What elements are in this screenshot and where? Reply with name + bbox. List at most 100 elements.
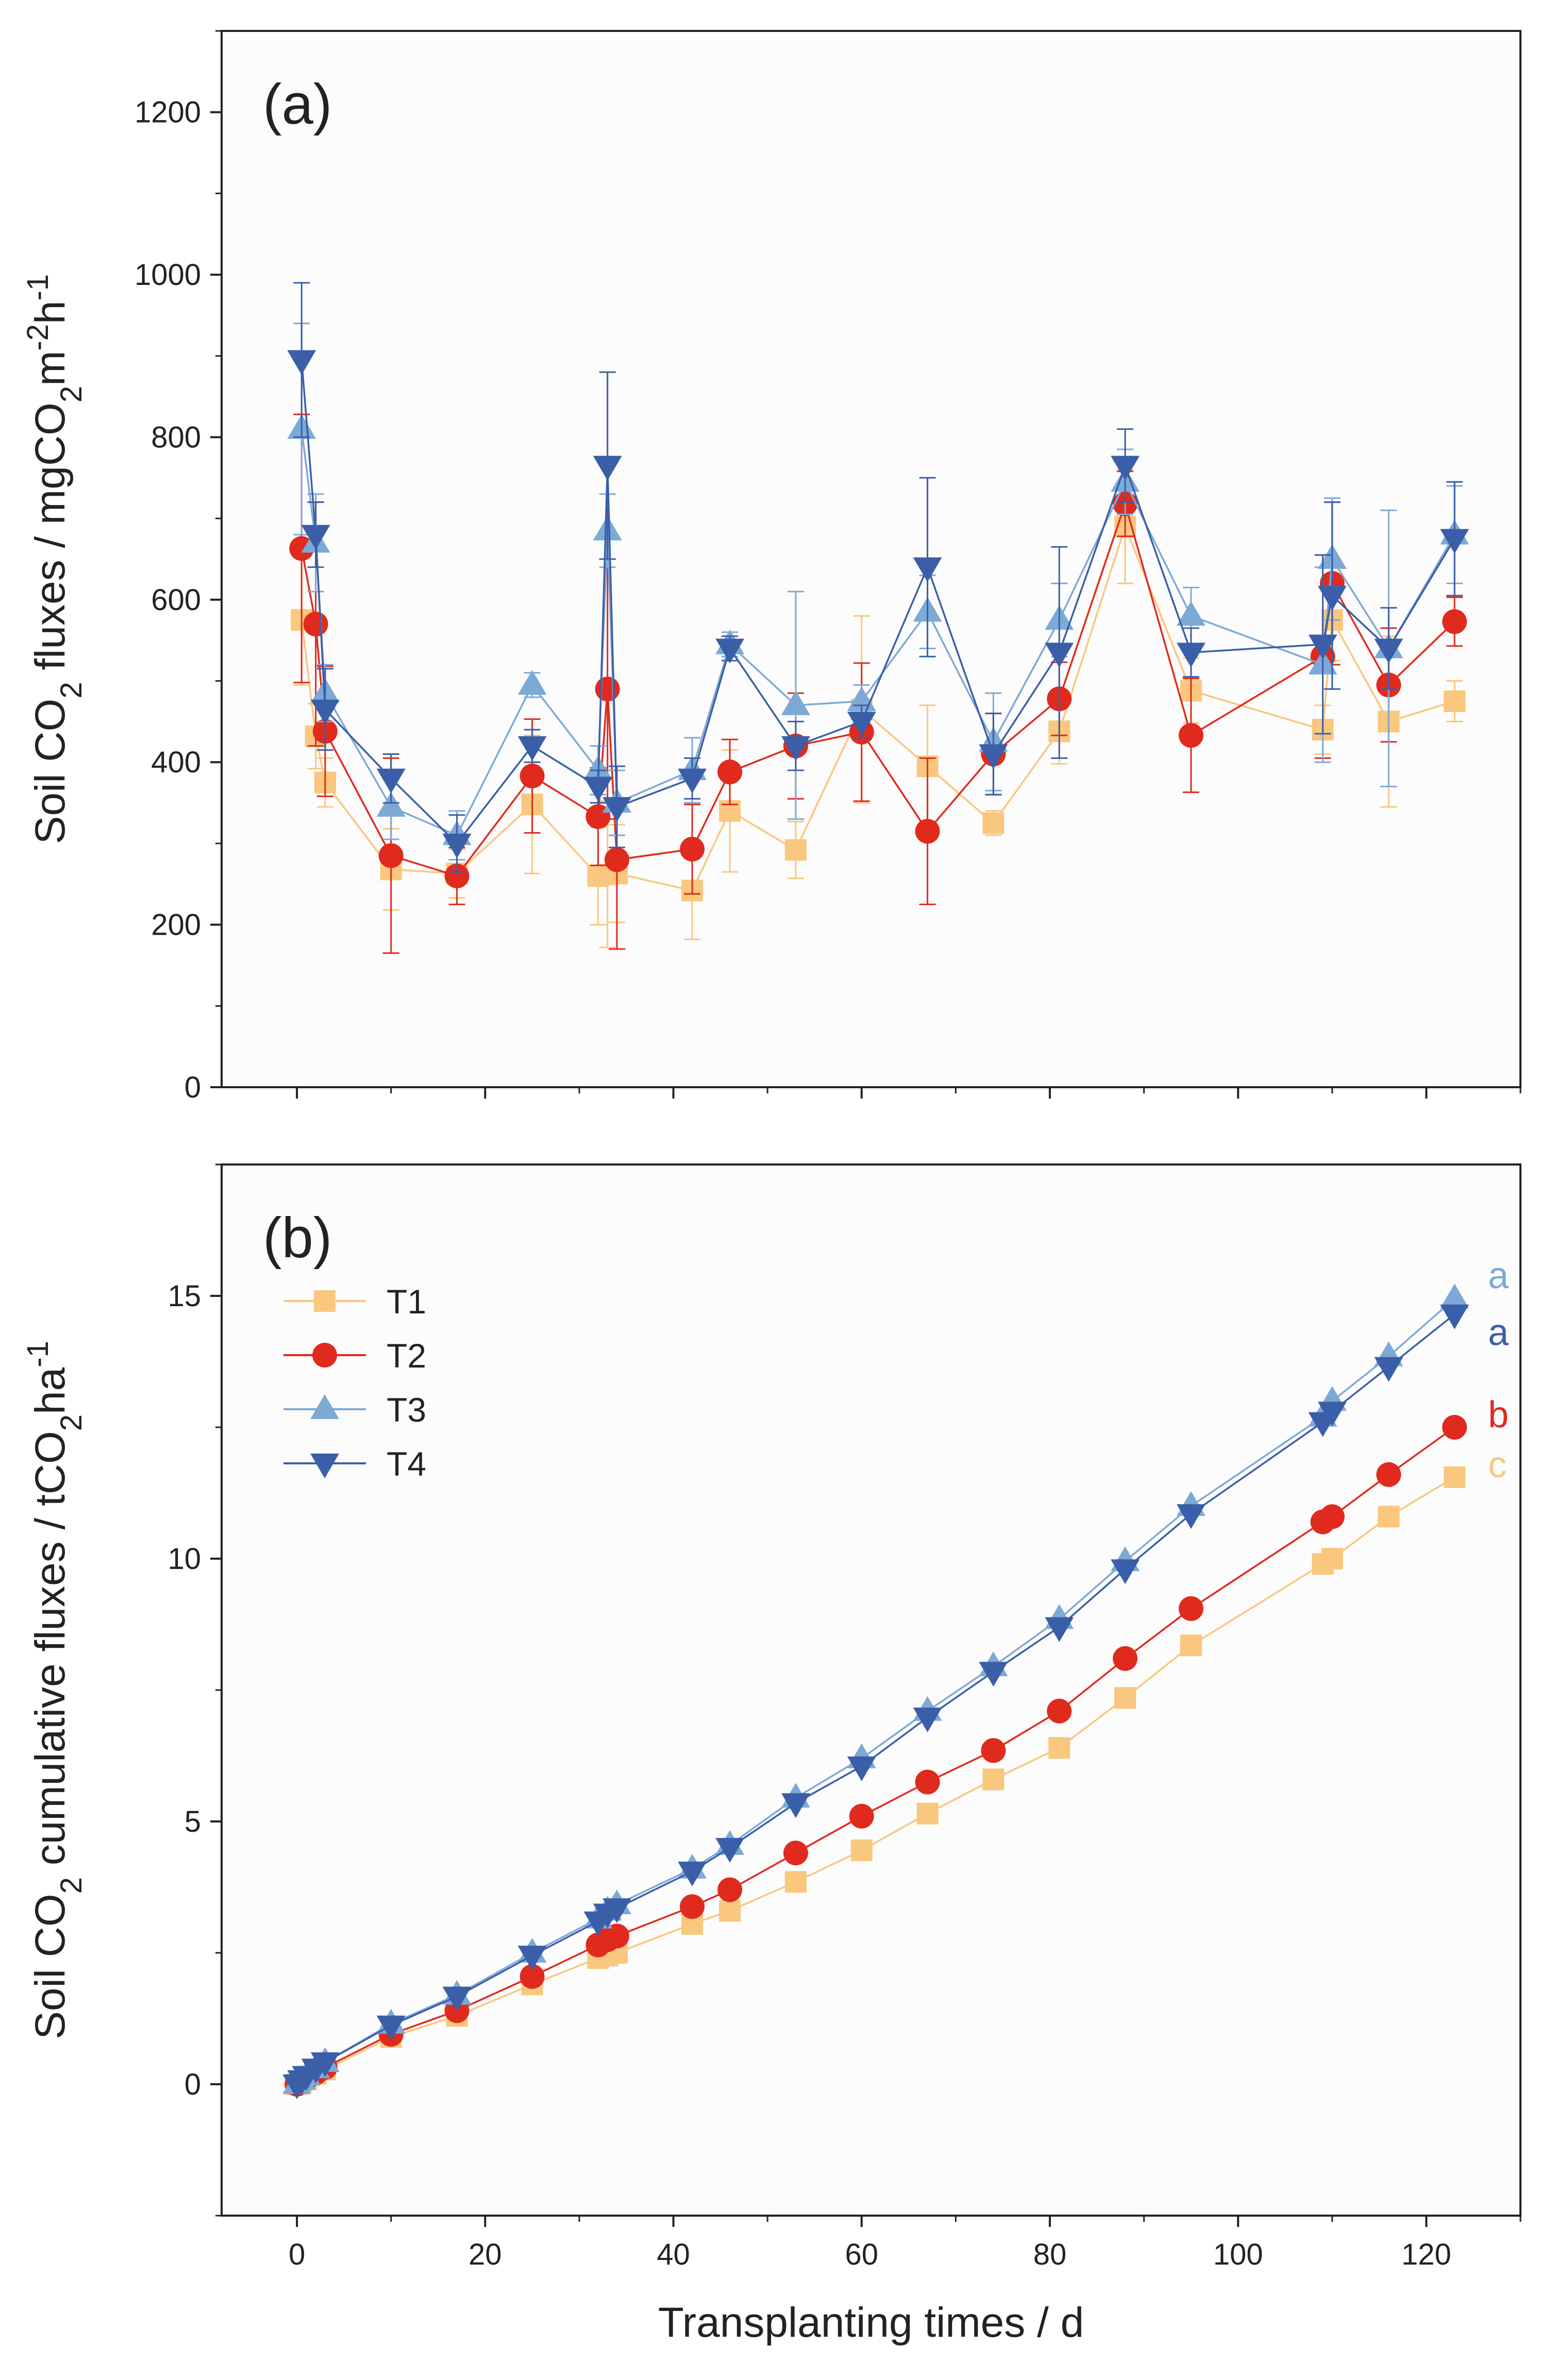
data-point <box>1111 1559 1140 1584</box>
data-point <box>680 836 705 862</box>
legend-label: T3 <box>387 1391 426 1429</box>
data-point <box>849 1803 874 1829</box>
data-point <box>1176 601 1206 626</box>
y-tick-label: 200 <box>151 908 201 942</box>
y-tick-label: 0 <box>185 2068 201 2101</box>
x-tick-label: 0 <box>289 2238 305 2271</box>
data-point <box>979 744 1008 769</box>
data-point <box>1378 1506 1400 1528</box>
data-point <box>517 736 547 761</box>
data-point <box>982 1768 1005 1791</box>
data-point <box>583 777 613 802</box>
data-point <box>678 1861 707 1886</box>
data-point <box>717 1877 743 1902</box>
data-point <box>376 791 406 817</box>
data-point <box>593 455 622 481</box>
data-point <box>1176 643 1206 668</box>
data-point <box>916 1802 939 1825</box>
data-point <box>1317 585 1347 611</box>
data-point <box>784 839 807 861</box>
data-point <box>520 1964 545 1989</box>
data-point <box>1047 1698 1072 1724</box>
data-point <box>781 1793 810 1818</box>
legend-marker <box>312 1343 337 1368</box>
data-point <box>602 797 631 822</box>
data-point <box>913 1708 942 1733</box>
y-tick-label: 400 <box>151 746 201 779</box>
significance-letter: c <box>1488 1444 1507 1486</box>
data-point <box>1308 634 1337 660</box>
data-point <box>915 819 940 844</box>
data-point <box>1178 723 1203 748</box>
data-point <box>1048 1737 1070 1759</box>
data-point <box>376 2015 406 2040</box>
y-tick-label: 15 <box>168 1279 201 1313</box>
data-point <box>717 759 743 785</box>
x-tick-label: 120 <box>1401 2238 1451 2271</box>
legend-marker <box>310 1454 339 1478</box>
data-point <box>1444 1466 1466 1488</box>
data-point <box>1440 1304 1469 1329</box>
data-point <box>680 1894 705 1919</box>
x-tick-label: 80 <box>1033 2238 1067 2271</box>
data-point <box>1442 1415 1467 1440</box>
series-line <box>300 429 1455 837</box>
data-point <box>520 764 545 789</box>
data-point <box>781 690 810 715</box>
data-point <box>715 1838 745 1863</box>
x-axis-label: Transplanting times / d <box>658 2299 1084 2346</box>
x-tick-label: 100 <box>1213 2238 1263 2271</box>
legend-label: T4 <box>387 1445 426 1483</box>
series-line <box>300 524 1455 892</box>
data-point <box>517 670 547 695</box>
data-point <box>303 612 328 637</box>
legend-marker <box>310 1394 339 1419</box>
panel-label: (a) <box>263 73 332 136</box>
y-axis-label: Soil CO2 fluxes / mgCO2m-2h-1 <box>21 274 88 844</box>
legend-marker <box>314 1290 336 1312</box>
x-tick-label: 40 <box>657 2238 690 2271</box>
data-point <box>981 1738 1006 1763</box>
data-point <box>982 812 1005 834</box>
series-line <box>300 360 1455 845</box>
data-point <box>1176 1504 1206 1529</box>
data-point <box>678 768 707 794</box>
data-point <box>781 736 810 761</box>
data-point <box>915 1769 940 1795</box>
significance-letter: a <box>1488 1255 1509 1296</box>
data-point <box>517 1946 547 1971</box>
y-tick-label: 800 <box>151 420 201 454</box>
data-point <box>287 350 316 375</box>
data-point <box>719 1900 741 1922</box>
data-point <box>602 1898 631 1923</box>
data-point <box>376 768 406 794</box>
data-point <box>1045 643 1074 668</box>
data-point <box>1180 1634 1202 1657</box>
data-point <box>850 1839 873 1862</box>
data-point <box>1440 529 1469 554</box>
significance-letter: b <box>1488 1394 1509 1436</box>
plot-frame <box>221 30 1521 1088</box>
data-point <box>1376 1462 1401 1487</box>
data-point <box>310 2052 340 2078</box>
y-axis-label: Soil CO2 cumulative fluxes / tCO2ha-1 <box>21 1341 88 2039</box>
data-point <box>442 833 472 858</box>
data-point <box>1319 1504 1345 1529</box>
y-tick-label: 1000 <box>135 258 201 292</box>
y-tick-label: 600 <box>151 583 201 617</box>
data-point <box>595 677 620 702</box>
data-point <box>1374 1357 1403 1382</box>
plot-frame <box>221 1163 1521 2217</box>
data-point <box>913 557 942 582</box>
data-point <box>1178 1596 1203 1621</box>
data-point <box>301 525 330 550</box>
data-point <box>604 847 629 872</box>
panel-a: 0 200 400 600 800 1000 1200 (a) Soil CO2 fluxes … <box>21 30 1521 1104</box>
data-point <box>1045 1617 1074 1642</box>
data-point <box>847 712 876 737</box>
data-point <box>715 638 745 664</box>
y-tick-label: 0 <box>185 1071 201 1104</box>
data-point <box>1321 1548 1343 1569</box>
data-point <box>1111 455 1140 481</box>
